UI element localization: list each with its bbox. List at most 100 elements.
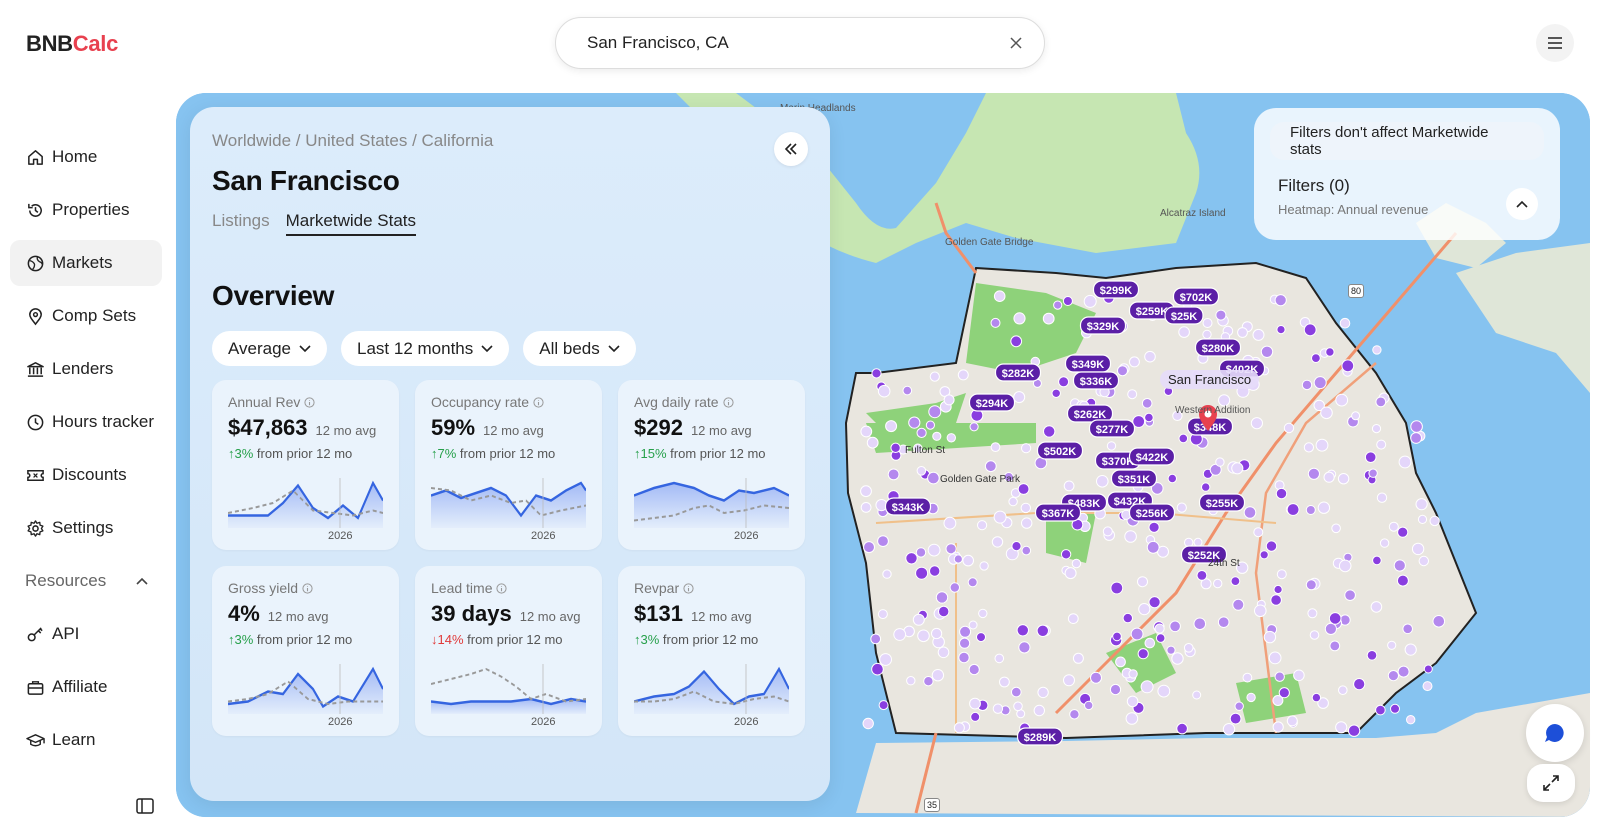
listing-dot[interactable]: [1231, 462, 1244, 475]
listing-dot[interactable]: [1276, 325, 1286, 335]
listing-dot[interactable]: [1243, 506, 1257, 519]
listing-dot[interactable]: [1313, 399, 1325, 412]
listing-dot[interactable]: [1083, 294, 1097, 308]
sidebar-item-discounts[interactable]: Discounts: [10, 452, 162, 498]
listing-dot[interactable]: [949, 582, 960, 593]
tab-listings[interactable]: Listings: [212, 211, 270, 230]
listing-dot[interactable]: [1313, 376, 1327, 390]
listing-dot[interactable]: [928, 405, 942, 419]
listing-dot[interactable]: [1337, 473, 1350, 485]
listing-dot[interactable]: [970, 711, 981, 722]
price-pin[interactable]: $277K: [1088, 419, 1136, 438]
listing-dot[interactable]: [1218, 394, 1231, 407]
listing-dot[interactable]: [953, 722, 965, 734]
listing-dot[interactable]: [1341, 359, 1355, 373]
listing-dot[interactable]: [1122, 612, 1133, 624]
listing-dot[interactable]: [1375, 704, 1386, 716]
listing-dot[interactable]: [999, 676, 1010, 688]
listing-dot[interactable]: [1128, 669, 1138, 679]
listing-dot[interactable]: [1402, 623, 1413, 635]
listing-dot[interactable]: [1033, 704, 1045, 717]
listing-dot[interactable]: [1140, 680, 1154, 694]
listing-dot[interactable]: [1144, 350, 1156, 363]
listing-dot[interactable]: [1303, 442, 1315, 453]
listing-dot[interactable]: [908, 416, 921, 429]
listing-dot[interactable]: [1058, 376, 1070, 388]
listing-dot[interactable]: [935, 591, 949, 604]
listing-dot[interactable]: [962, 554, 975, 567]
listing-dot[interactable]: [1201, 482, 1211, 492]
listing-dot[interactable]: [1176, 502, 1187, 513]
listing-dot[interactable]: [1293, 669, 1305, 682]
listing-dot[interactable]: [1311, 692, 1322, 703]
listing-dot[interactable]: [946, 433, 956, 443]
collapse-panel-button[interactable]: [774, 132, 808, 166]
price-pin[interactable]: $25K: [1164, 306, 1204, 325]
fullscreen-map-button[interactable]: [1527, 764, 1575, 802]
listing-dot[interactable]: [1410, 420, 1423, 433]
listing-dot[interactable]: [1390, 703, 1400, 714]
listing-dot[interactable]: [1117, 365, 1128, 377]
listing-dot[interactable]: [1325, 347, 1335, 357]
listing-dot[interactable]: [1137, 576, 1148, 588]
listing-dot[interactable]: [870, 633, 882, 645]
listing-dot[interactable]: [1268, 651, 1282, 665]
listing-dot[interactable]: [1278, 687, 1290, 699]
listing-dot[interactable]: [1252, 328, 1265, 341]
metric-card[interactable]: Lead time 39 days 12 mo avg ↓14% from pr…: [415, 566, 602, 736]
listing-dot[interactable]: [1183, 643, 1194, 653]
listing-dot[interactable]: [938, 605, 950, 618]
listing-dot[interactable]: [1263, 630, 1277, 644]
sidebar-item-home[interactable]: Home: [10, 134, 162, 180]
listing-dot[interactable]: [958, 651, 970, 664]
listing-dot[interactable]: [866, 436, 879, 449]
listing-dot[interactable]: [967, 577, 978, 588]
listing-dot[interactable]: [1071, 558, 1082, 569]
listing-dot[interactable]: [1393, 559, 1406, 572]
tab-marketwide-stats[interactable]: Marketwide Stats: [285, 211, 417, 236]
listing-dot[interactable]: [1013, 391, 1026, 404]
sidebar-item-affiliate[interactable]: Affiliate: [10, 664, 162, 710]
listing-dot[interactable]: [1410, 432, 1422, 444]
listing-dot[interactable]: [1328, 612, 1342, 625]
listing-dot[interactable]: [1272, 721, 1284, 733]
info-icon[interactable]: [304, 396, 315, 408]
listing-dot[interactable]: [1141, 398, 1153, 409]
listing-dot[interactable]: [993, 510, 1007, 524]
listing-dot[interactable]: [1202, 318, 1213, 328]
listing-dot[interactable]: [943, 516, 957, 530]
listing-dot[interactable]: [932, 431, 942, 441]
price-pin[interactable]: $294K: [968, 393, 1016, 412]
listing-dot[interactable]: [1283, 422, 1295, 434]
listing-dot[interactable]: [1344, 589, 1356, 602]
listing-dot[interactable]: [1260, 345, 1274, 358]
listing-dot[interactable]: [1138, 602, 1151, 616]
listing-dot[interactable]: [1196, 570, 1208, 581]
listing-dot[interactable]: [1115, 656, 1126, 668]
price-pin[interactable]: $255K: [1198, 493, 1246, 512]
listing-dot[interactable]: [916, 466, 927, 476]
listing-dot[interactable]: [1237, 327, 1248, 338]
listing-dot[interactable]: [1171, 652, 1184, 665]
listing-dot[interactable]: [1339, 317, 1351, 329]
listing-dot[interactable]: [959, 625, 972, 638]
listing-dot[interactable]: [1229, 712, 1242, 725]
listing-dot[interactable]: [916, 427, 927, 438]
listing-dot[interactable]: [1215, 457, 1225, 467]
listing-dot[interactable]: [968, 663, 980, 676]
listing-dot[interactable]: [1372, 345, 1382, 355]
listing-dot[interactable]: [1013, 312, 1026, 325]
listing-dot[interactable]: [1275, 487, 1288, 500]
price-pin[interactable]: $367K: [1034, 503, 1082, 522]
listing-dot[interactable]: [1396, 574, 1409, 587]
listing-dot[interactable]: [877, 535, 889, 548]
listing-dot[interactable]: [1124, 530, 1137, 543]
price-pin[interactable]: $259K: [1128, 301, 1176, 320]
listing-dot[interactable]: [1176, 722, 1188, 735]
listing-dot[interactable]: [1335, 721, 1348, 734]
listing-dot[interactable]: [1128, 356, 1140, 368]
sidebar-item-lenders[interactable]: Lenders: [10, 346, 162, 392]
listing-dot[interactable]: [1213, 578, 1223, 589]
listing-dot[interactable]: [1417, 514, 1428, 524]
listing-dot[interactable]: [1347, 724, 1361, 737]
